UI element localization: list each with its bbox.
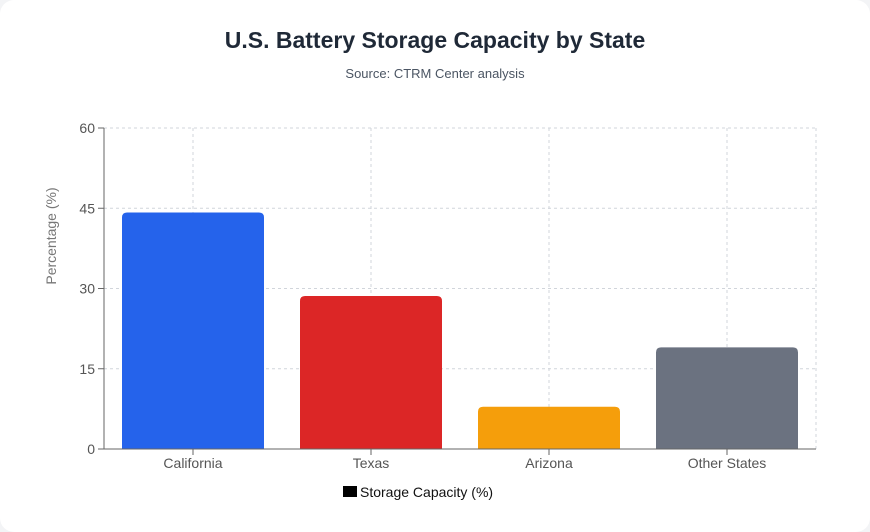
bar-arizona[interactable]	[478, 406, 620, 449]
chart-subtitle: Source: CTRM Center analysis	[345, 66, 525, 81]
axes: 0 15 30 45 60 California Texas Arizona Other Sta…	[79, 120, 816, 471]
bar-california[interactable]	[122, 212, 264, 449]
chart-title: U.S. Battery Storage Capacity by State	[224, 27, 646, 53]
x-tick-label: Arizona	[525, 455, 573, 471]
grid	[104, 127, 817, 449]
bars	[122, 212, 798, 449]
y-tick-label: 15	[79, 361, 95, 377]
bar-texas[interactable]	[300, 295, 442, 449]
legend[interactable]: Storage Capacity (%)	[343, 484, 493, 500]
y-axis-title: Percentage (%)	[43, 187, 59, 284]
y-tick-label: 60	[79, 120, 95, 136]
legend-label: Storage Capacity (%)	[360, 484, 493, 500]
x-tick-label: Texas	[353, 455, 390, 471]
legend-swatch	[343, 486, 357, 497]
x-tick-label: Other States	[688, 455, 767, 471]
bar-other-states[interactable]	[656, 347, 798, 449]
y-tick-label: 30	[79, 281, 95, 297]
y-tick-label: 45	[79, 200, 95, 216]
x-tick-label: California	[163, 455, 222, 471]
y-tick-label: 0	[87, 441, 95, 457]
